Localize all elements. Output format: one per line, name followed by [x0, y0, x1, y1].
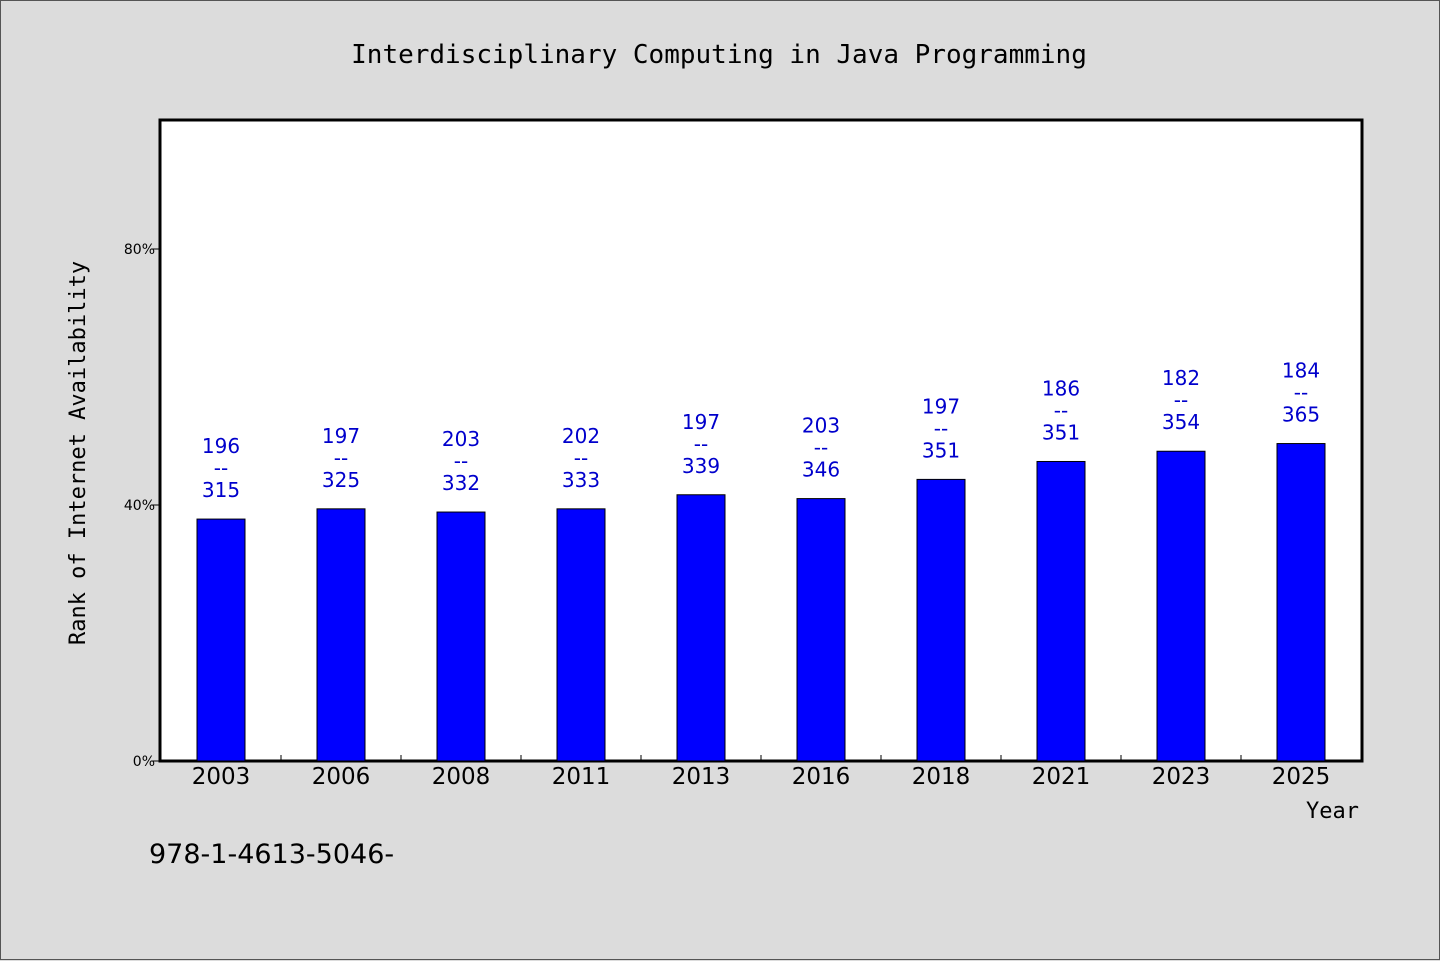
bar-label-2013-sep: --	[694, 432, 708, 456]
isbn-text: 978-1-4613-5046-	[149, 839, 394, 870]
bar-label-2013-top: 197	[682, 410, 720, 434]
bar-2013	[676, 494, 726, 762]
x-tick-label-2006: 2006	[312, 764, 371, 790]
bar-label-2008-sep: --	[454, 449, 468, 473]
bar-2021	[1036, 460, 1086, 762]
bar-label-2021-bottom: 351	[1042, 420, 1080, 444]
bar-label-2013-bottom: 339	[682, 454, 720, 478]
bar-label-2011-top: 202	[562, 424, 600, 448]
bar-label-2006-sep: --	[334, 446, 348, 470]
x-axis-label: Year	[1306, 799, 1359, 824]
bar-label-2006-top: 197	[322, 424, 360, 448]
y-tick-label: 80%	[124, 242, 155, 258]
bar-label-2003-bottom: 315	[202, 478, 240, 502]
y-tick-label: 0%	[133, 754, 155, 770]
bar-label-2025-sep: --	[1294, 381, 1308, 405]
bar-label-2018-sep: --	[934, 416, 948, 440]
bar-label-2003-sep: --	[214, 456, 228, 480]
bar-label-2018-bottom: 351	[922, 438, 960, 462]
bar-2018	[916, 478, 966, 762]
x-axis: 2003 2006 2008 2011 2013 2016 2018 2021 2023 2025	[192, 755, 1331, 790]
bar-2011	[556, 508, 606, 762]
bar-label-2011-sep: --	[574, 446, 588, 470]
bar-label-2025-top: 184	[1282, 359, 1320, 383]
y-axis-label: Rank of Internet Availability	[66, 261, 91, 645]
bar-2025	[1276, 443, 1326, 762]
bar-label-2021-sep: --	[1054, 398, 1068, 422]
chart-title: Interdisciplinary Computing in Java Prog…	[351, 40, 1087, 70]
bars-group	[196, 443, 1326, 762]
x-tick-label-2021: 2021	[1032, 764, 1091, 790]
bar-2008	[436, 511, 486, 762]
x-tick-label-2011: 2011	[552, 764, 611, 790]
bar-label-2006-bottom: 325	[322, 468, 360, 492]
bar-labels-group: 196--315197--325203--332202--333197--339…	[202, 359, 1320, 503]
bar-label-2003-top: 196	[202, 434, 240, 458]
x-tick-label-2013: 2013	[672, 764, 731, 790]
bar-label-2018-top: 197	[922, 394, 960, 418]
bar-label-2008-bottom: 332	[442, 471, 480, 495]
bar-label-2016-bottom: 346	[802, 458, 840, 482]
y-axis: 0% 40% 80%	[124, 242, 161, 770]
x-tick-label-2018: 2018	[912, 764, 971, 790]
bar-label-2023-top: 182	[1162, 366, 1200, 390]
x-tick-label-2008: 2008	[432, 764, 491, 790]
bar-label-2023-sep: --	[1174, 388, 1188, 412]
bar-label-2025-bottom: 365	[1282, 403, 1320, 427]
bar-label-2021-top: 186	[1042, 376, 1080, 400]
bar-label-2023-bottom: 354	[1162, 410, 1200, 434]
y-tick-label: 40%	[124, 498, 155, 514]
x-tick-label-2003: 2003	[192, 764, 251, 790]
bar-2006	[316, 508, 366, 762]
bar-2023	[1156, 450, 1206, 762]
bar-2003	[196, 518, 246, 762]
x-tick-label-2025: 2025	[1272, 764, 1331, 790]
bar-label-2016-sep: --	[814, 436, 828, 460]
bar-label-2011-bottom: 333	[562, 468, 600, 492]
bar-label-2016-top: 203	[802, 414, 840, 438]
x-tick-label-2016: 2016	[792, 764, 851, 790]
bar-2016	[796, 498, 846, 762]
x-tick-label-2023: 2023	[1152, 764, 1211, 790]
bar-label-2008-top: 203	[442, 427, 480, 451]
